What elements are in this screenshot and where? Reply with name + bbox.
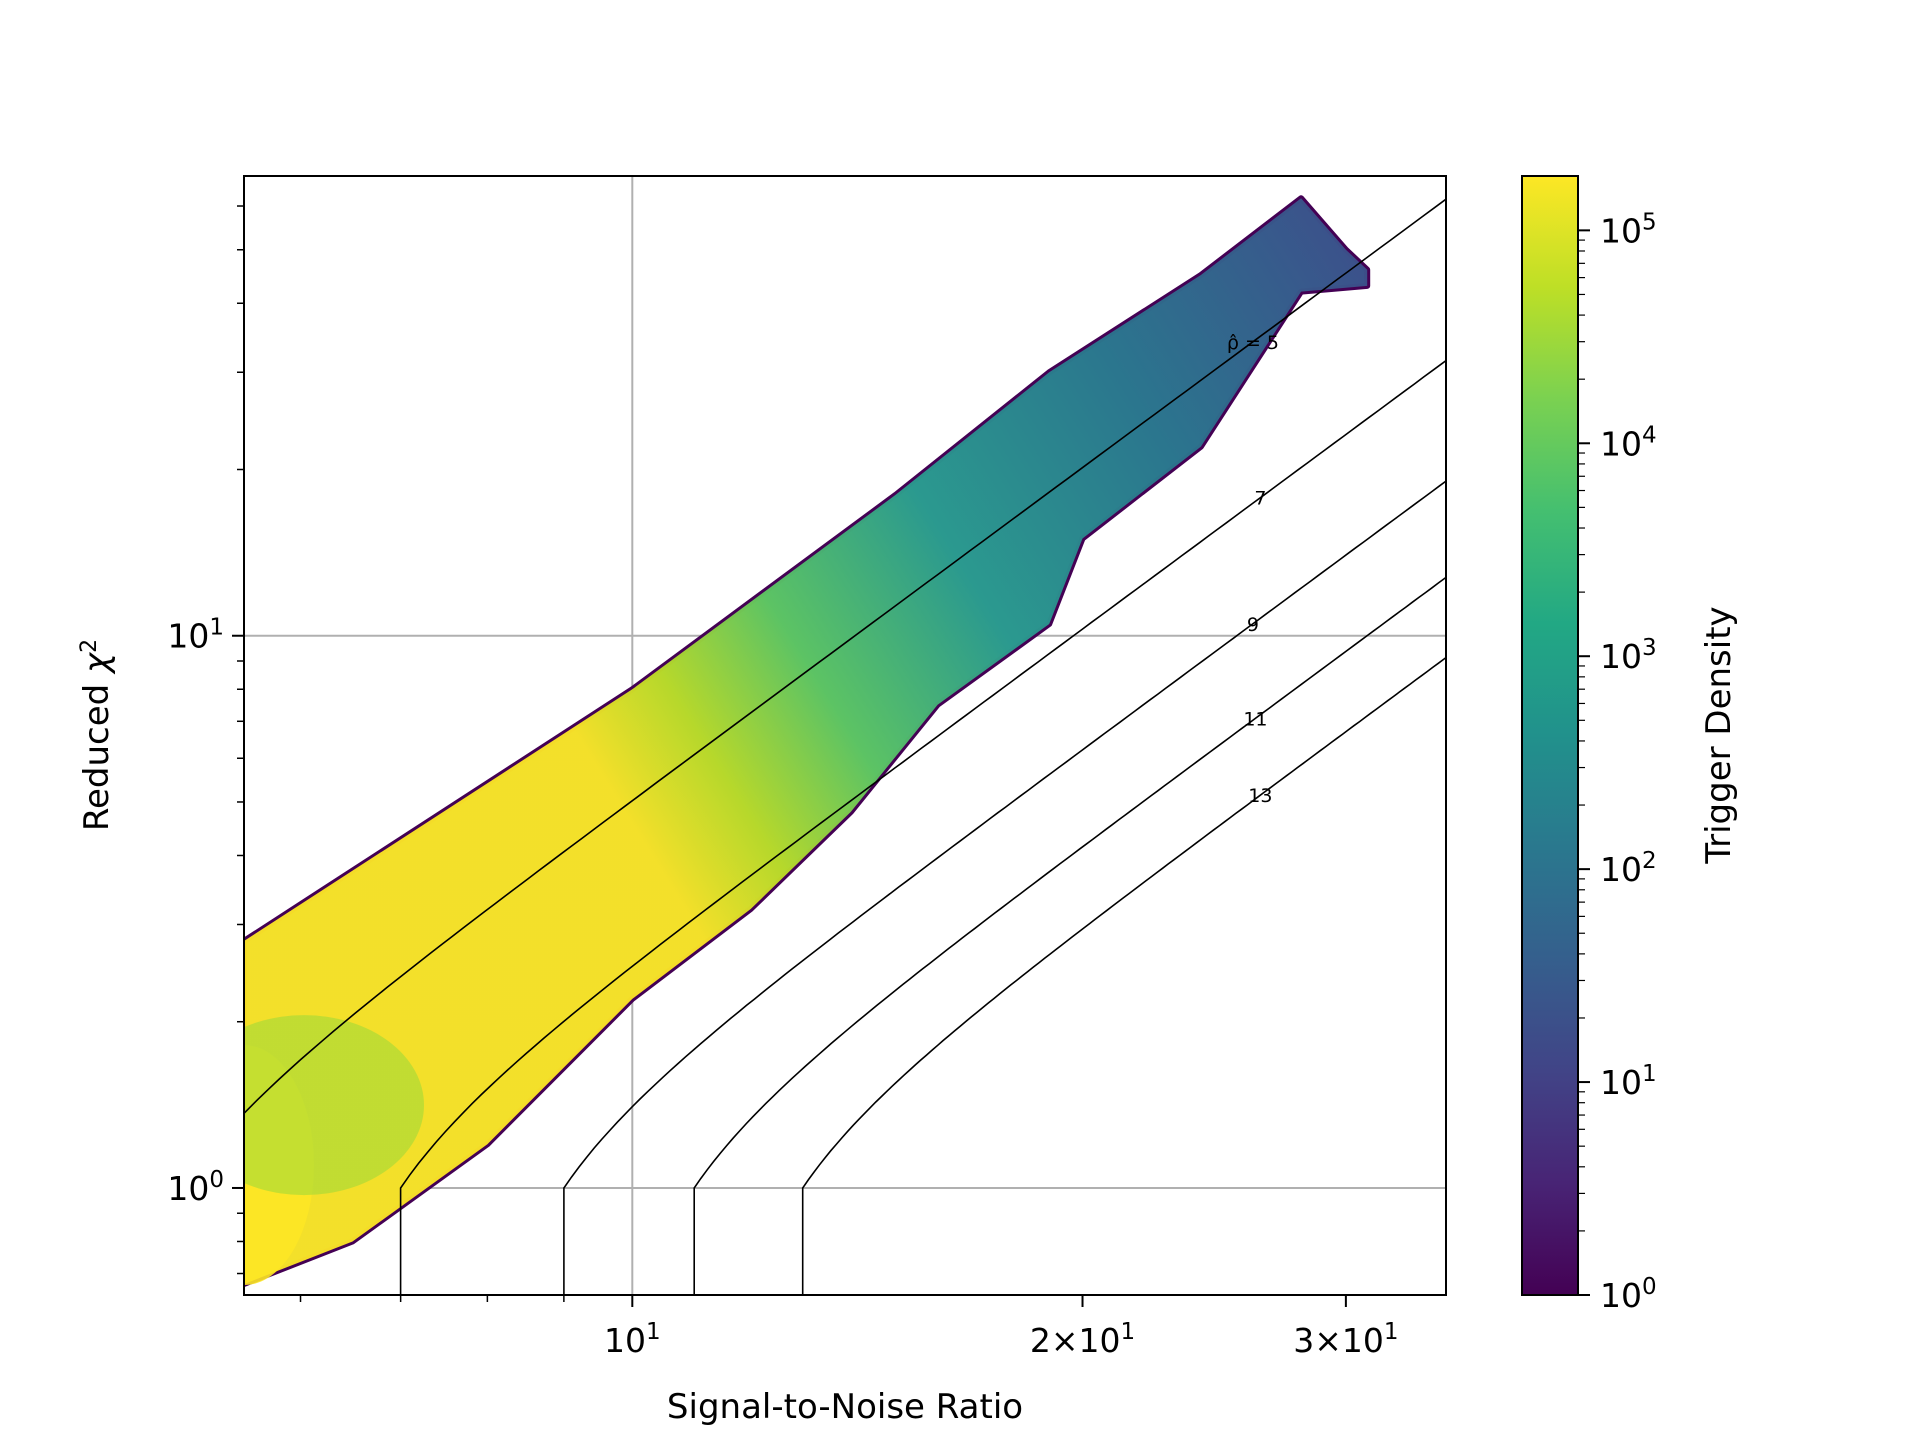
- contour-label-11: 11: [1243, 708, 1267, 730]
- density-fill: [244, 198, 1368, 1285]
- x-tick-label: 2×101: [1030, 1319, 1135, 1360]
- colorbar-tick-label: 100: [1600, 1274, 1657, 1315]
- density-hexbin: [244, 195, 1371, 1287]
- colorbar-tick-label: 103: [1600, 635, 1657, 676]
- plot-frame: [243, 175, 1447, 1296]
- colorbar-tick-label: 104: [1600, 422, 1657, 463]
- contour-rho-9: [563, 480, 1446, 1295]
- colorbar-tick-label: 105: [1600, 209, 1657, 250]
- y-axis-label: Reduced χ2: [77, 639, 118, 831]
- contour-label-7: 7: [1254, 488, 1266, 510]
- y-tick-label: 101: [167, 615, 224, 656]
- colorbar-tick-label: 102: [1600, 848, 1657, 889]
- contour-rho-11: [693, 576, 1446, 1295]
- colorbar-label: Trigger Density: [1699, 606, 1739, 864]
- colorbar: 100 101 102 103 104 105: [1521, 175, 1657, 1315]
- colorbar-tick-label: 101: [1600, 1061, 1657, 1102]
- contour-label-13: 13: [1248, 785, 1272, 807]
- contour-lines: [244, 198, 1446, 1295]
- x-tick-label: 3×101: [1293, 1319, 1398, 1360]
- contour-rho-7: [399, 359, 1446, 1295]
- contour-rho-13: [801, 656, 1446, 1295]
- contour-label-9: 9: [1247, 614, 1259, 636]
- y-tick-label: 100: [167, 1167, 224, 1208]
- colorbar-gradient: [1521, 175, 1579, 1296]
- x-axis-label: Signal-to-Noise Ratio: [667, 1387, 1023, 1427]
- x-axis: 101 2×101 3×101: [299, 1295, 1399, 1360]
- contour-rho-5: [244, 198, 1446, 1115]
- x-tick-label: 101: [604, 1319, 661, 1360]
- contour-label-5: ρ̂ = 5: [1227, 332, 1279, 354]
- y-axis: 100 101: [167, 205, 244, 1275]
- contour-labels: ρ̂ = 5 7 9 11 13: [1227, 332, 1279, 807]
- density-core: [244, 1015, 424, 1196]
